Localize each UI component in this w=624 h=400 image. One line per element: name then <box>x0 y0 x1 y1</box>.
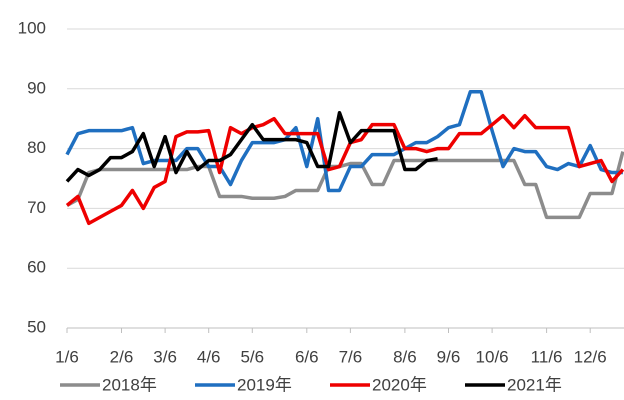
x-tick-label: 12/6 <box>574 347 607 366</box>
y-tick-label: 70 <box>27 198 46 217</box>
series-line <box>65 113 624 226</box>
x-tick-label: 11/6 <box>531 347 563 366</box>
legend-label: 2018年 <box>102 375 157 394</box>
legend-label: 2020年 <box>372 375 427 394</box>
legend-label: 2019年 <box>237 375 292 394</box>
series-line <box>65 110 438 183</box>
x-tick-label: 5/6 <box>240 347 264 366</box>
x-tick-label: 8/6 <box>393 347 417 366</box>
y-tick-label: 90 <box>27 78 46 97</box>
y-tick-label: 80 <box>27 138 46 157</box>
y-tick-label: 60 <box>27 258 46 277</box>
x-tick-label: 3/6 <box>153 347 177 366</box>
x-tick-label: 4/6 <box>197 347 221 366</box>
x-tick-label: 10/6 <box>476 347 509 366</box>
legend-item: 2019年 <box>195 375 292 394</box>
y-tick-label: 50 <box>27 317 46 336</box>
series-line <box>66 151 624 220</box>
x-tick-label: 6/6 <box>295 347 319 366</box>
legend-label: 2021年 <box>507 375 562 394</box>
legend-item: 2020年 <box>330 375 427 394</box>
x-tick-label: 2/6 <box>110 347 134 366</box>
x-tick-label: 1/6 <box>55 347 79 366</box>
legend-item: 2021年 <box>465 375 562 394</box>
legend-item: 2018年 <box>60 375 157 394</box>
series-line <box>65 90 623 193</box>
y-tick-label: 100 <box>18 18 46 37</box>
x-tick-label: 9/6 <box>437 347 461 366</box>
x-tick-label: 7/6 <box>339 347 363 366</box>
